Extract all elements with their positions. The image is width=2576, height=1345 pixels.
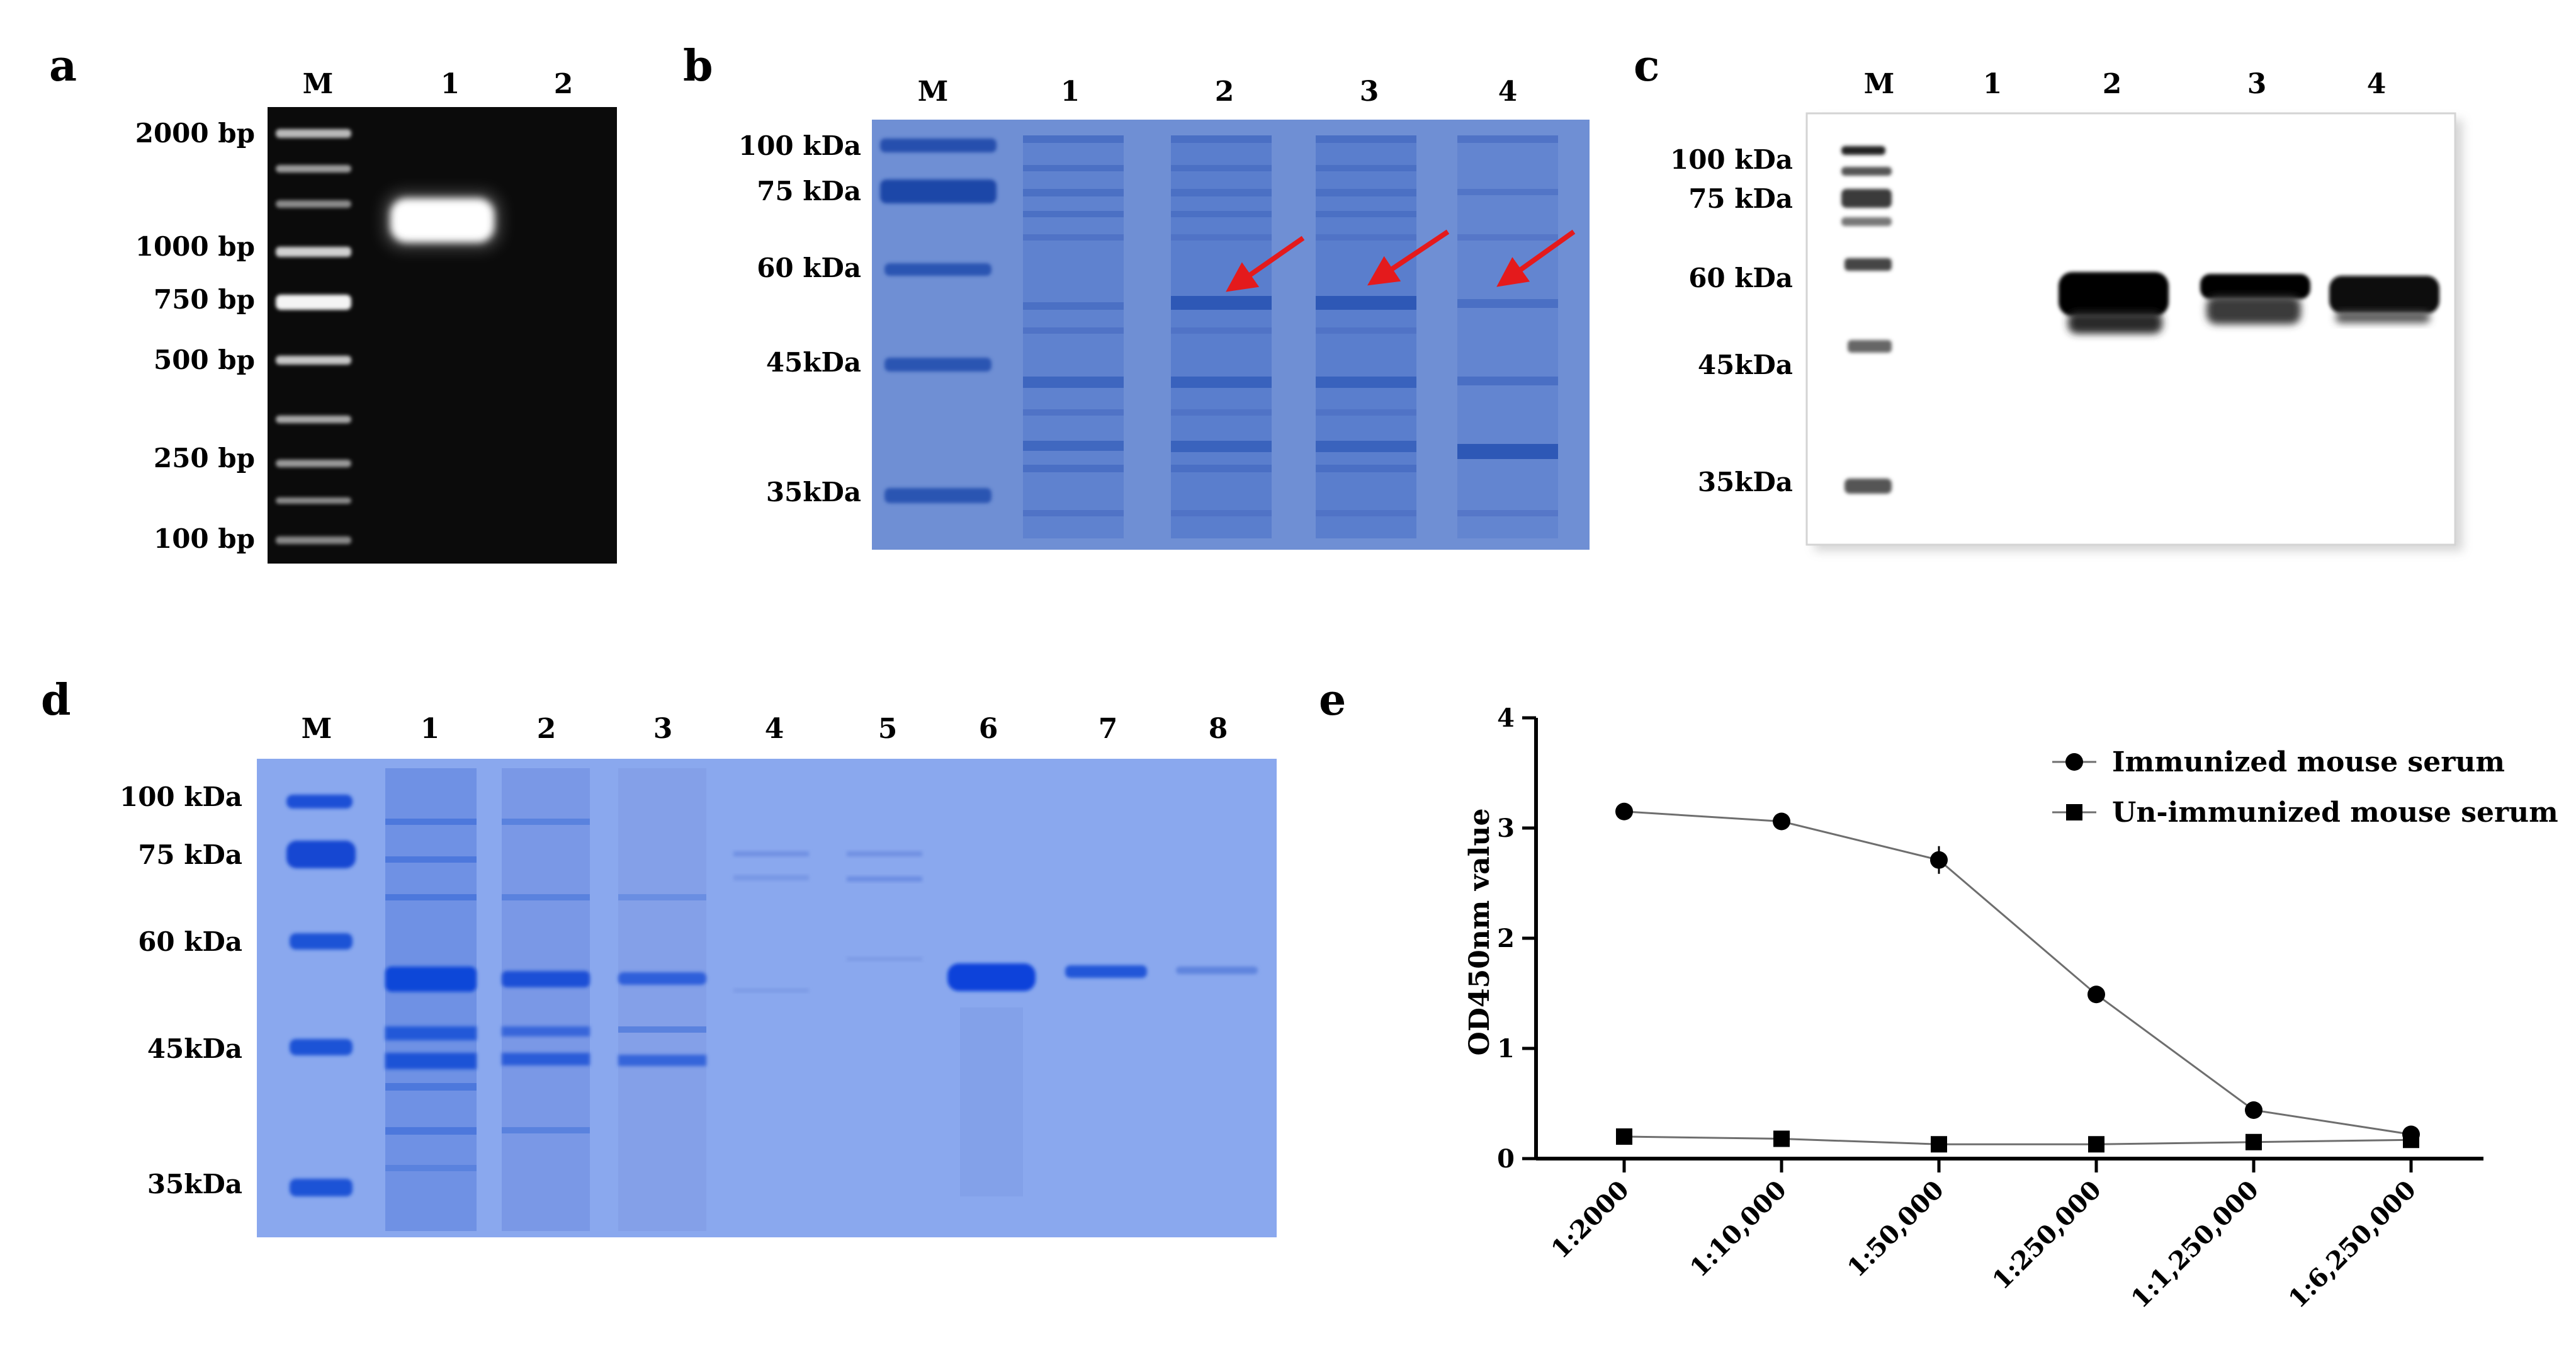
marker-d-75: 75 kDa xyxy=(138,839,242,870)
marker-a-750: 750 bp xyxy=(154,284,255,315)
lane-label-d-7: 7 xyxy=(1099,713,1118,745)
data-point-circle xyxy=(1615,802,1633,820)
marker-c-75: 75 kDa xyxy=(1688,183,1793,214)
panel-b: b M 1 2 3 4 xyxy=(683,41,1590,550)
legend-label: Un-immunized mouse serum xyxy=(2112,797,2558,829)
legend-marker-square xyxy=(2066,804,2082,820)
lane-label-d-3: 3 xyxy=(653,713,673,745)
marker-b-75: 75 kDa xyxy=(757,176,861,207)
marker-b-35: 35kDa xyxy=(766,477,861,508)
marker-a-2000: 2000 bp xyxy=(135,118,255,149)
lane-label-d-m: M xyxy=(302,713,332,745)
lane-label-b-4: 4 xyxy=(1498,76,1518,108)
x-tick-label: 1:2000 xyxy=(1545,1175,1635,1264)
panel-d: d M 1 2 3 4 5 6 7 8 xyxy=(41,675,1277,1237)
legend-label: Immunized mouse serum xyxy=(2112,746,2505,778)
lane-label-d-5: 5 xyxy=(878,713,898,745)
lane-label-c-m: M xyxy=(1864,68,1895,100)
marker-b-60: 60 kDa xyxy=(757,253,861,283)
marker-d-60: 60 kDa xyxy=(138,926,242,957)
lane-label-c-4: 4 xyxy=(2367,68,2387,100)
red-arrow-b-lane3 xyxy=(1367,229,1450,286)
marker-b-100: 100 kDa xyxy=(738,130,861,161)
marker-c-35: 35kDa xyxy=(1698,467,1793,497)
lane-label-b-m: M xyxy=(918,76,949,108)
data-point-square xyxy=(2088,1136,2104,1153)
x-tick-label: 1:10,000 xyxy=(1684,1175,1792,1283)
panel-label-a: a xyxy=(49,41,77,91)
panel-label-b: b xyxy=(683,41,713,91)
marker-b-45: 45kDa xyxy=(766,347,861,378)
lane-label-b-2: 2 xyxy=(1215,76,1234,108)
agarose-gel xyxy=(268,107,617,564)
marker-c-100: 100 kDa xyxy=(1670,144,1793,175)
lane-label-b-3: 3 xyxy=(1360,76,1379,108)
lane-label-a-m: M xyxy=(303,68,334,100)
marker-a-1000: 1000 bp xyxy=(135,231,255,262)
y-tick-label: 4 xyxy=(1497,703,1515,733)
lane-label-b-1: 1 xyxy=(1061,76,1080,108)
panel-a: a M 1 2 2000 bp 1000 bp 750 bp 500 bp 25… xyxy=(49,41,617,564)
od450-chart: 0 1 2 3 4 1:2000 1:10,000 1:50,000 1:250,000 1:1,… xyxy=(1497,703,2558,1314)
lane-label-d-1: 1 xyxy=(421,713,440,745)
y-tick-label: 0 xyxy=(1497,1144,1515,1174)
x-tick-label: 1:1,250,000 xyxy=(2125,1175,2264,1314)
lane-label-d-4: 4 xyxy=(765,713,784,745)
panel-label-c: c xyxy=(1634,41,1659,91)
lane-label-d-6: 6 xyxy=(979,713,998,745)
gel-bands-b xyxy=(880,135,1558,538)
data-point-square xyxy=(2246,1133,2262,1150)
lane-label-d-2: 2 xyxy=(537,713,556,745)
x-tick-label: 1:250,000 xyxy=(1987,1175,2107,1295)
x-tick-label: 1:6,250,000 xyxy=(2283,1175,2422,1314)
series-line-2 xyxy=(1624,1135,2412,1145)
lane-label-c-1: 1 xyxy=(1983,68,2003,100)
x-tick-label: 1:50,000 xyxy=(1841,1175,1950,1283)
y-tick-label: 1 xyxy=(1497,1034,1515,1064)
data-point-square xyxy=(1773,1130,1790,1147)
marker-a-100: 100 bp xyxy=(154,523,255,554)
lane-label-a-2: 2 xyxy=(554,68,573,100)
y-tick-label: 3 xyxy=(1497,814,1515,843)
marker-d-100: 100 kDa xyxy=(120,781,242,812)
gel-bands-d xyxy=(286,768,1258,1231)
marker-d-45: 45kDa xyxy=(147,1033,242,1064)
y-axis-label: OD450nm value xyxy=(1464,809,1496,1056)
lane-label-a-1: 1 xyxy=(441,68,460,100)
data-point-circle xyxy=(2087,985,2105,1004)
gel-bands-a xyxy=(276,129,500,544)
lane-label-d-8: 8 xyxy=(1209,713,1228,745)
red-arrow-b-lane4 xyxy=(1496,229,1576,287)
panel-c: c M 1 2 3 4 100 kDa 75 kDa 60 kDa 45kDa … xyxy=(1634,41,2463,551)
data-point-square xyxy=(1616,1128,1632,1145)
marker-c-60: 60 kDa xyxy=(1688,263,1793,293)
data-point-circle xyxy=(2245,1101,2262,1119)
marker-d-35: 35kDa xyxy=(147,1169,242,1200)
lane-label-c-3: 3 xyxy=(2247,68,2267,100)
panel-label-e: e xyxy=(1319,675,1346,725)
blot-bands-c xyxy=(1841,146,2439,494)
panel-e: e OD450nm value 0 1 2 3 4 1:2000 1:10,000 1:50,… xyxy=(1319,675,2558,1314)
data-point-circle xyxy=(1773,812,1790,831)
data-point-square xyxy=(1931,1136,1947,1153)
marker-a-250: 250 bp xyxy=(154,443,255,474)
panel-label-d: d xyxy=(41,675,71,725)
marker-c-45: 45kDa xyxy=(1698,349,1793,380)
lane-label-c-2: 2 xyxy=(2103,68,2122,100)
data-point-square xyxy=(2403,1132,2419,1149)
y-tick-label: 2 xyxy=(1497,924,1515,953)
marker-a-500: 500 bp xyxy=(154,344,255,375)
legend-marker-circle xyxy=(2065,753,2083,771)
red-arrow-b-lane2 xyxy=(1226,236,1305,292)
series-line-1 xyxy=(1624,810,2412,1135)
